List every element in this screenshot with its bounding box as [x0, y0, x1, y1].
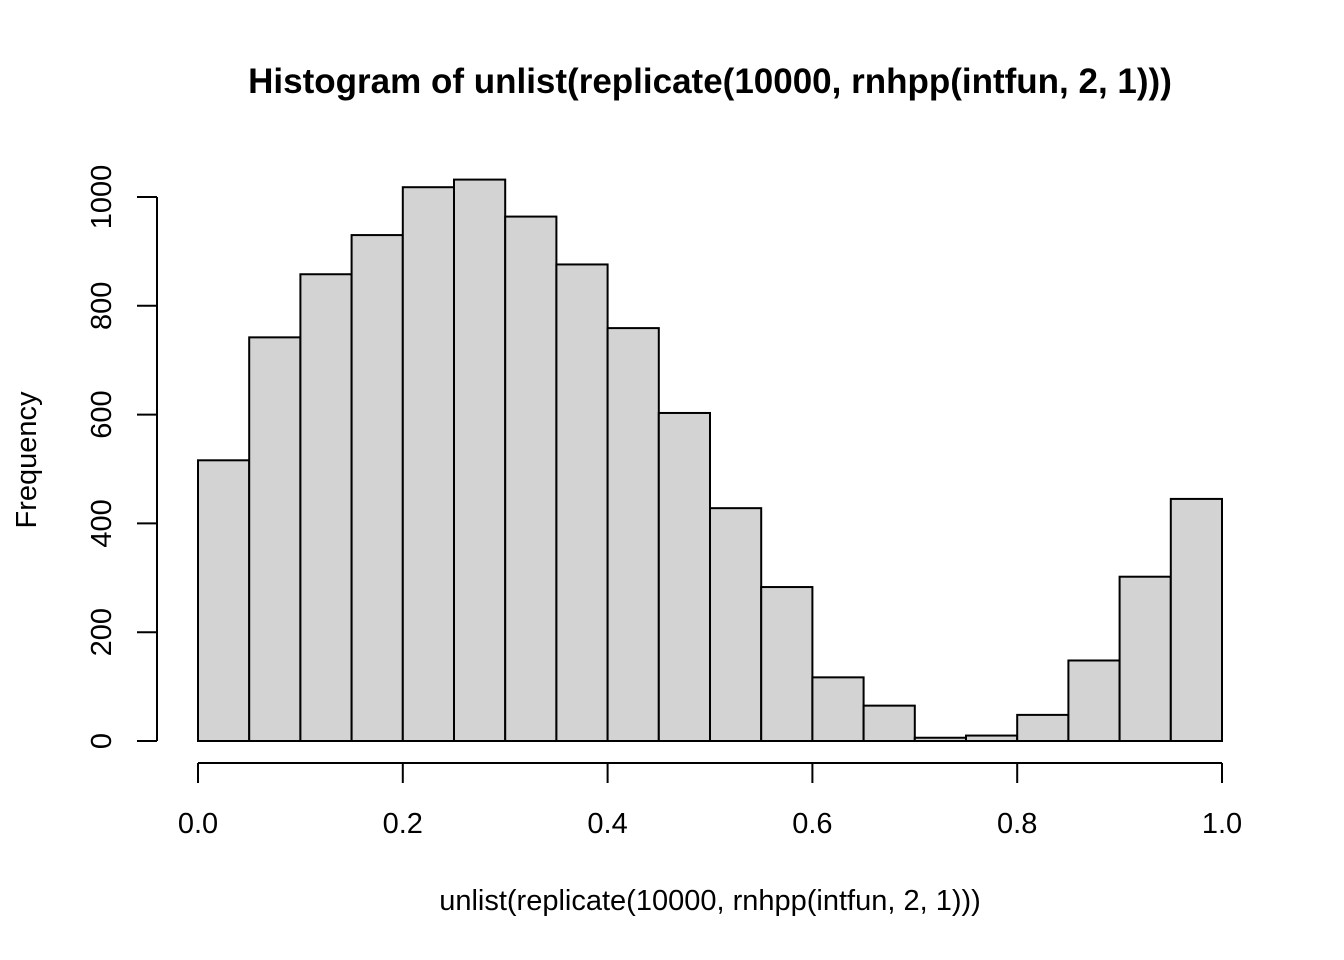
histogram-bar: [401, 186, 455, 742]
histogram-bar: [197, 459, 251, 742]
histogram-bar: [1118, 575, 1172, 742]
histogram-bar: [299, 273, 353, 742]
y-tick-label: 200: [86, 608, 118, 656]
histogram-bar: [862, 704, 916, 743]
histogram-bar: [811, 676, 865, 742]
histogram-bar: [248, 336, 302, 742]
x-axis-label: unlist(replicate(10000, rnhpp(intfun, 2,…: [439, 885, 981, 917]
x-tick-label: 0.2: [383, 808, 423, 840]
bars-group: [197, 178, 1224, 743]
chart-title: Histogram of unlist(replicate(10000, rnh…: [248, 62, 1172, 101]
histogram-bar: [504, 215, 558, 743]
histogram-bar: [1169, 497, 1224, 743]
y-tick-label: 800: [86, 282, 118, 330]
x-axis: 0.0 0.2 0.4 0.6 0.8 1.0: [178, 762, 1242, 840]
y-axis-label: Frequency: [11, 391, 43, 529]
x-tick-label: 0.0: [178, 808, 218, 840]
y-tick-label: 400: [86, 499, 118, 547]
x-tick-label: 0.4: [587, 808, 627, 840]
y-tick-label: 1000: [86, 165, 118, 230]
histogram-bar: [965, 734, 1019, 742]
histogram-bar: [913, 736, 967, 743]
y-tick-label: 600: [86, 390, 118, 438]
histogram-bar: [657, 411, 711, 742]
histogram-bar: [555, 263, 609, 742]
histogram-bar: [453, 178, 507, 743]
histogram-bar: [1016, 713, 1070, 742]
x-tick-label: 0.8: [997, 808, 1037, 840]
histogram-bar: [606, 327, 660, 742]
histogram-bar: [350, 234, 404, 743]
histogram-bar: [1067, 659, 1121, 742]
histogram-bar: [760, 586, 814, 742]
y-tick-label: 0: [86, 733, 118, 749]
histogram-bar: [709, 507, 763, 742]
x-tick-label: 0.6: [792, 808, 832, 840]
y-axis: 0 200 400 600 800 1000: [86, 165, 158, 749]
x-tick-label: 1.0: [1202, 808, 1242, 840]
